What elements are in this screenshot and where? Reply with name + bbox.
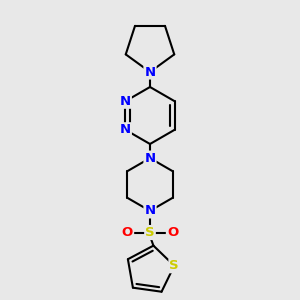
Text: S: S <box>169 259 179 272</box>
Text: O: O <box>122 226 133 239</box>
Text: N: N <box>144 65 156 79</box>
Text: N: N <box>120 95 131 108</box>
Text: N: N <box>144 204 156 218</box>
Text: N: N <box>144 152 156 165</box>
Text: S: S <box>145 226 155 239</box>
Text: N: N <box>120 123 131 136</box>
Text: O: O <box>167 226 178 239</box>
